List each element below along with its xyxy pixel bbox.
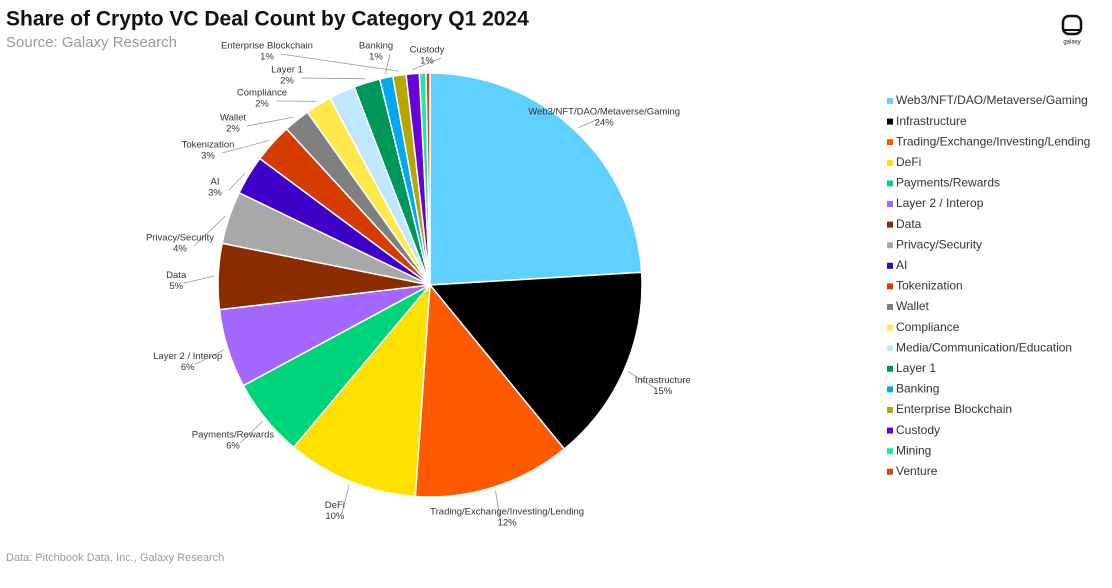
leader-line (194, 349, 225, 365)
leader-line (280, 53, 399, 72)
legend-label: Privacy/Security (896, 237, 982, 251)
source-note: Data: Pitchbook Data, Inc., Galaxy Resea… (6, 552, 224, 564)
legend-label: Trading/Exchange/Investing/Lending (896, 134, 1090, 148)
slice-label: Layer 1 (271, 65, 303, 76)
pie-slice (425, 72, 431, 286)
legend-swatch (887, 365, 893, 372)
leader-line (412, 57, 442, 71)
leader-line (246, 116, 295, 127)
legend-label: Tokenization (896, 279, 963, 293)
chart-subtitle: Source: Galaxy Research (6, 34, 177, 51)
slice-value: 1% (260, 52, 274, 63)
slice-value: 6% (226, 441, 240, 452)
legend-swatch (887, 345, 893, 352)
slice-value: 24% (595, 117, 615, 128)
legend-swatch (887, 221, 893, 228)
legend-label: AI (896, 258, 907, 272)
legend-swatch (887, 118, 893, 125)
legend-swatch (887, 201, 893, 207)
slice-label: Wallet (220, 113, 246, 124)
slice-value: 1% (420, 56, 434, 67)
pie-slice (429, 72, 643, 286)
legend-swatch (887, 98, 893, 104)
slice-label: Trading/Exchange/Investing/Lending (430, 506, 584, 517)
slice-value: 10% (325, 511, 345, 522)
logo-icon (1061, 14, 1083, 36)
slice-label: Compliance (237, 88, 287, 99)
leader-line (228, 172, 246, 191)
logo: galaxy (1061, 14, 1083, 46)
leader-line (221, 140, 270, 154)
slice-label: Enterprise Blockchain (221, 41, 313, 52)
slice-label: Infrastructure (635, 375, 691, 386)
slice-value: 3% (208, 188, 222, 199)
slice-label: Banking (359, 41, 393, 52)
legend-label: Media/Communication/Education (896, 340, 1072, 354)
slice-value: 2% (255, 99, 269, 110)
slice-label: AI (211, 177, 220, 188)
legend-swatch (887, 324, 893, 331)
legend-swatch (887, 304, 893, 310)
slice-value: 1% (369, 52, 383, 63)
slice-value: 3% (201, 151, 215, 162)
legend-label: Venture (896, 464, 938, 478)
slice-value: 2% (280, 76, 294, 87)
legend-swatch (887, 262, 893, 269)
leader-line (577, 119, 598, 129)
pie-slice (292, 282, 431, 498)
pie-slice (428, 271, 643, 451)
slice-value: 15% (653, 386, 673, 397)
slice-label: Privacy/Security (146, 233, 214, 244)
slice-label: Payments/Rewards (192, 430, 275, 441)
slice-value: 2% (226, 124, 240, 135)
legend-label: Layer 2 / Interop (896, 196, 984, 210)
leader-line (183, 275, 215, 284)
legend-label: Infrastructure (896, 114, 967, 128)
slice-value: 12% (498, 517, 518, 528)
legend-swatch (887, 159, 893, 166)
slice-label: Custody (410, 45, 445, 56)
legend-label: Layer 1 (896, 361, 936, 375)
slice-label: Data (166, 270, 187, 281)
legend-label: Custody (896, 423, 940, 437)
legend-label: Compliance (896, 320, 960, 334)
logo-text: galaxy (1063, 40, 1080, 46)
leader-line (385, 53, 391, 74)
slice-value: 4% (173, 244, 187, 255)
slice-label: Layer 2 / Interop (153, 351, 222, 362)
legend-label: Enterprise Blockchain (896, 402, 1012, 416)
leader-line (341, 485, 350, 514)
legend-label: Web3/NFT/DAO/Metaverse/Gaming (896, 93, 1088, 107)
legend-swatch (887, 139, 893, 146)
legend-label: Mining (896, 443, 931, 457)
slice-value: 6% (181, 362, 195, 373)
legend-swatch (887, 407, 893, 413)
legend-swatch (887, 242, 893, 249)
slice-value: 5% (169, 281, 183, 292)
slice-label: Tokenization (182, 140, 235, 151)
leader-line (239, 421, 263, 444)
pie-slice (414, 283, 566, 498)
legend-label: Banking (896, 382, 939, 396)
legend-swatch (887, 448, 893, 455)
leader-line (193, 215, 226, 247)
slice-label: Web3/NFT/DAO/Metaverse/Gaming (528, 106, 680, 117)
legend-swatch (887, 180, 893, 187)
legend-swatch (887, 386, 893, 393)
leader-line (495, 490, 501, 520)
legend-swatch (887, 468, 893, 475)
legend-swatch (887, 427, 893, 434)
legend-label: DeFi (896, 155, 921, 169)
legend-swatch (887, 283, 893, 290)
legend-label: Wallet (896, 299, 930, 313)
slice-label: DeFi (325, 500, 345, 511)
legend-label: Payments/Rewards (896, 176, 1000, 190)
chart-title: Share of Crypto VC Deal Count by Categor… (6, 8, 529, 31)
leader-line (627, 371, 656, 389)
leader-line (300, 77, 366, 80)
legend-label: Data (896, 217, 922, 231)
